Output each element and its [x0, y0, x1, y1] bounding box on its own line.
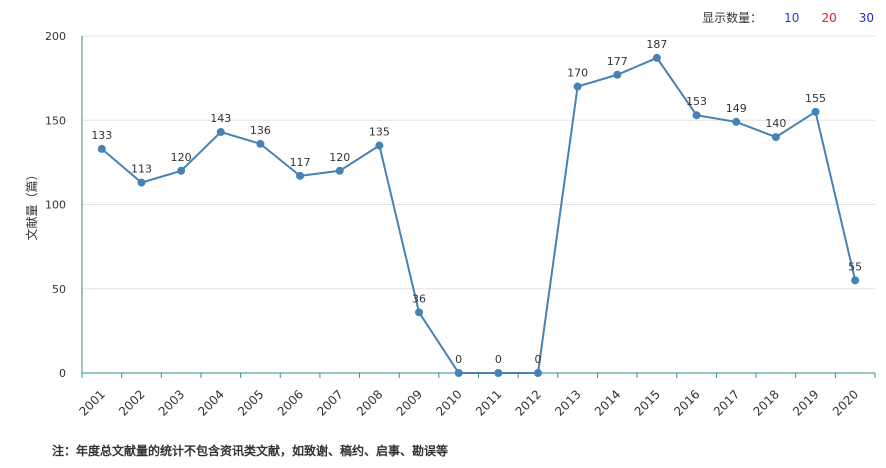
- data-point: [652, 53, 661, 62]
- display-count-option-30[interactable]: 30: [858, 10, 874, 25]
- data-point: [296, 171, 305, 180]
- data-label: 187: [646, 38, 667, 51]
- x-tick-label: 2001: [76, 387, 107, 418]
- x-tick-label: 2007: [314, 387, 345, 418]
- data-point: [137, 178, 146, 187]
- data-label: 170: [567, 67, 588, 80]
- data-label: 36: [412, 292, 426, 305]
- data-label: 133: [91, 129, 112, 142]
- display-count-option-20[interactable]: 20: [821, 10, 837, 25]
- data-label: 0: [455, 353, 462, 366]
- data-point: [335, 166, 344, 175]
- data-label: 113: [131, 163, 152, 176]
- data-label: 120: [171, 151, 192, 164]
- data-point: [177, 166, 186, 175]
- data-point: [533, 369, 542, 377]
- x-tick-label: 2017: [711, 387, 742, 418]
- data-point: [692, 111, 701, 120]
- data-point: [851, 276, 860, 285]
- line-chart: 0 50 100 150 200 2001 2002 2003 2004 2005 2006 2007…: [24, 30, 876, 419]
- data-label: 136: [250, 124, 271, 137]
- data-label: 0: [534, 353, 541, 366]
- display-count-option-10[interactable]: 10: [784, 10, 800, 25]
- data-point: [415, 308, 424, 317]
- x-tick-label: 2013: [552, 387, 583, 418]
- x-tick-label: 2016: [671, 387, 702, 418]
- x-tick-label: 2002: [116, 387, 147, 418]
- x-tick-label: 2012: [513, 387, 544, 418]
- x-tick-label: 2020: [830, 387, 861, 418]
- x-tick-label: 2005: [235, 387, 266, 418]
- series-line: [101, 56, 857, 374]
- data-label: 140: [765, 117, 786, 130]
- data-point: [811, 107, 820, 116]
- data-point: [375, 141, 384, 150]
- data-point: [256, 139, 265, 148]
- data-label: 135: [369, 126, 390, 139]
- x-tick-label: 2011: [473, 387, 504, 418]
- y-tick-label: 50: [52, 283, 66, 296]
- x-tick-label: 2009: [394, 387, 425, 418]
- x-tick-label: 2006: [275, 387, 306, 418]
- x-tick-label: 2014: [592, 387, 623, 418]
- y-tick-label: 150: [45, 114, 66, 127]
- x-tick-label: 2008: [354, 387, 385, 418]
- data-point: [771, 133, 780, 142]
- footnote: 注：年度总文献量的统计不包含资讯类文献，如致谢、稿约、启事、勘误等: [52, 444, 449, 458]
- x-tick-label: 2004: [195, 387, 226, 418]
- data-label: 0: [495, 353, 502, 366]
- x-tick-label: 2018: [750, 387, 781, 418]
- display-count-label: 显示数量：: [702, 11, 763, 25]
- x-tick-label: 2019: [790, 387, 821, 418]
- data-label: 149: [726, 102, 747, 115]
- data-label: 177: [607, 55, 628, 68]
- data-point: [454, 369, 463, 377]
- y-tick-label: 0: [59, 367, 66, 380]
- data-label: 143: [210, 112, 231, 125]
- data-point: [216, 128, 225, 137]
- data-label: 120: [329, 151, 350, 164]
- data-point: [613, 70, 622, 79]
- y-tick-label: 100: [45, 199, 66, 212]
- x-tick-label: 2010: [433, 387, 464, 418]
- x-tick-label: 2015: [632, 387, 663, 418]
- data-point: [573, 82, 582, 91]
- data-point: [97, 144, 106, 153]
- data-point: [494, 369, 503, 377]
- data-label: 155: [805, 92, 826, 105]
- display-count-control: 显示数量： 10 20 30: [702, 9, 874, 26]
- data-point: [732, 117, 741, 126]
- y-axis-title: 文献量（篇）: [24, 168, 39, 240]
- data-label: 55: [848, 260, 862, 273]
- x-tick-label: 2003: [156, 387, 187, 418]
- y-tick-label: 200: [45, 30, 66, 43]
- data-label: 117: [290, 156, 311, 169]
- data-label: 153: [686, 95, 707, 108]
